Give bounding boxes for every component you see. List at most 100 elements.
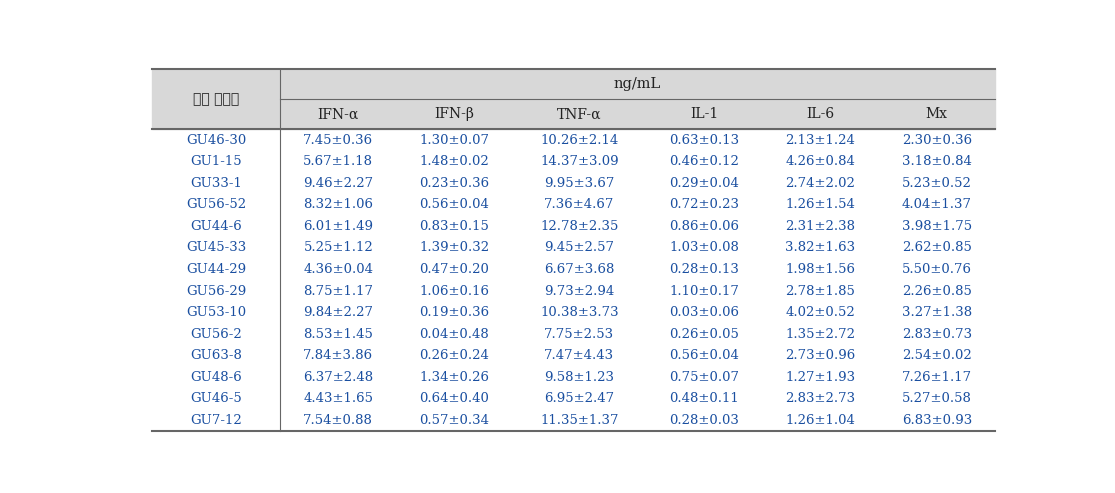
Text: 4.02±0.52: 4.02±0.52: [786, 306, 855, 319]
Text: 1.26±1.04: 1.26±1.04: [786, 414, 855, 427]
Text: 6.67±3.68: 6.67±3.68: [544, 263, 614, 276]
Text: 0.04±0.48: 0.04±0.48: [419, 328, 489, 341]
Text: 4.04±1.37: 4.04±1.37: [902, 198, 972, 211]
Text: 7.75±2.53: 7.75±2.53: [544, 328, 614, 341]
Text: 5.23±0.52: 5.23±0.52: [902, 177, 971, 190]
Text: 8.75±1.17: 8.75±1.17: [303, 284, 374, 298]
Text: Mx: Mx: [925, 107, 948, 121]
Text: 5.67±1.18: 5.67±1.18: [303, 155, 374, 168]
Text: 2.30±0.36: 2.30±0.36: [902, 134, 972, 146]
Text: 1.27±1.93: 1.27±1.93: [785, 371, 855, 384]
Text: 0.57±0.34: 0.57±0.34: [419, 414, 489, 427]
Text: 4.36±0.04: 4.36±0.04: [303, 263, 374, 276]
Text: 0.47±0.20: 0.47±0.20: [419, 263, 489, 276]
Text: 3.27±1.38: 3.27±1.38: [902, 306, 972, 319]
Text: 8.53±1.45: 8.53±1.45: [303, 328, 374, 341]
Text: 2.83±0.73: 2.83±0.73: [902, 328, 972, 341]
Text: 0.03±0.06: 0.03±0.06: [669, 306, 739, 319]
Text: 3.82±1.63: 3.82±1.63: [785, 242, 855, 254]
Text: 12.78±2.35: 12.78±2.35: [541, 220, 619, 233]
Text: GU1-15: GU1-15: [191, 155, 242, 168]
Text: 10.26±2.14: 10.26±2.14: [541, 134, 619, 146]
Text: 2.74±2.02: 2.74±2.02: [786, 177, 855, 190]
Text: 1.06±0.16: 1.06±0.16: [419, 284, 489, 298]
Text: 2.13±1.24: 2.13±1.24: [786, 134, 855, 146]
Text: 2.83±2.73: 2.83±2.73: [785, 392, 855, 405]
Text: GU7-12: GU7-12: [191, 414, 242, 427]
Text: GU56-29: GU56-29: [186, 284, 246, 298]
Text: GU44-29: GU44-29: [186, 263, 246, 276]
Text: 6.37±2.48: 6.37±2.48: [303, 371, 374, 384]
Text: 7.54±0.88: 7.54±0.88: [303, 414, 374, 427]
Text: IFN-β: IFN-β: [435, 107, 474, 121]
Text: 분리 유산균: 분리 유산균: [193, 92, 240, 106]
Text: 7.47±4.43: 7.47±4.43: [544, 349, 614, 362]
Text: 9.73±2.94: 9.73±2.94: [544, 284, 614, 298]
Text: GU45-33: GU45-33: [186, 242, 246, 254]
Text: 0.28±0.13: 0.28±0.13: [669, 263, 739, 276]
Text: 1.48±0.02: 1.48±0.02: [419, 155, 489, 168]
Text: 1.39±0.32: 1.39±0.32: [419, 242, 489, 254]
Text: 9.95±3.67: 9.95±3.67: [544, 177, 614, 190]
Text: IL-6: IL-6: [806, 107, 835, 121]
Text: 0.48±0.11: 0.48±0.11: [669, 392, 739, 405]
Text: 0.56±0.04: 0.56±0.04: [669, 349, 739, 362]
Text: 0.64±0.40: 0.64±0.40: [419, 392, 489, 405]
Text: 1.03±0.08: 1.03±0.08: [669, 242, 739, 254]
Text: 1.35±2.72: 1.35±2.72: [786, 328, 855, 341]
Text: 6.01±1.49: 6.01±1.49: [303, 220, 374, 233]
Text: IFN-α: IFN-α: [318, 107, 359, 121]
Text: 5.50±0.76: 5.50±0.76: [902, 263, 972, 276]
Text: GU56-2: GU56-2: [191, 328, 242, 341]
Text: IL-1: IL-1: [690, 107, 718, 121]
Text: 1.26±1.54: 1.26±1.54: [786, 198, 855, 211]
Text: 7.26±1.17: 7.26±1.17: [902, 371, 972, 384]
Text: 1.34±0.26: 1.34±0.26: [419, 371, 489, 384]
Text: 0.86±0.06: 0.86±0.06: [669, 220, 739, 233]
Text: GU63-8: GU63-8: [191, 349, 242, 362]
Text: 0.26±0.24: 0.26±0.24: [419, 349, 489, 362]
Text: 5.25±1.12: 5.25±1.12: [303, 242, 374, 254]
Text: 0.56±0.04: 0.56±0.04: [419, 198, 489, 211]
Text: 2.54±0.02: 2.54±0.02: [902, 349, 971, 362]
Text: GU33-1: GU33-1: [191, 177, 242, 190]
Text: 1.98±1.56: 1.98±1.56: [786, 263, 855, 276]
Text: 1.30±0.07: 1.30±0.07: [419, 134, 489, 146]
Text: 9.45±2.57: 9.45±2.57: [544, 242, 614, 254]
Text: 3.18±0.84: 3.18±0.84: [902, 155, 971, 168]
Text: 2.73±0.96: 2.73±0.96: [785, 349, 855, 362]
Text: GU44-6: GU44-6: [191, 220, 242, 233]
Text: GU53-10: GU53-10: [186, 306, 246, 319]
Text: 6.83±0.93: 6.83±0.93: [902, 414, 972, 427]
Text: 5.27±0.58: 5.27±0.58: [902, 392, 971, 405]
Text: 0.23±0.36: 0.23±0.36: [419, 177, 489, 190]
Text: 1.10±0.17: 1.10±0.17: [669, 284, 739, 298]
Text: 6.95±2.47: 6.95±2.47: [544, 392, 614, 405]
Text: 0.72±0.23: 0.72±0.23: [669, 198, 739, 211]
Text: 14.37±3.09: 14.37±3.09: [540, 155, 619, 168]
Text: 0.83±0.15: 0.83±0.15: [419, 220, 489, 233]
Text: 0.75±0.07: 0.75±0.07: [669, 371, 739, 384]
Text: 2.62±0.85: 2.62±0.85: [902, 242, 971, 254]
Text: 7.36±4.67: 7.36±4.67: [544, 198, 614, 211]
Text: GU46-30: GU46-30: [186, 134, 246, 146]
Text: 9.58±1.23: 9.58±1.23: [544, 371, 614, 384]
Text: 7.84±3.86: 7.84±3.86: [303, 349, 374, 362]
Text: 0.29±0.04: 0.29±0.04: [669, 177, 739, 190]
Text: GU48-6: GU48-6: [191, 371, 242, 384]
Text: 0.46±0.12: 0.46±0.12: [669, 155, 739, 168]
Text: ng/mL: ng/mL: [614, 77, 661, 91]
Text: 7.45±0.36: 7.45±0.36: [303, 134, 374, 146]
Text: GU46-5: GU46-5: [191, 392, 242, 405]
Text: 11.35±1.37: 11.35±1.37: [540, 414, 619, 427]
Text: 0.19±0.36: 0.19±0.36: [419, 306, 489, 319]
Text: 4.26±0.84: 4.26±0.84: [786, 155, 855, 168]
Text: 9.46±2.27: 9.46±2.27: [303, 177, 374, 190]
Text: 2.78±1.85: 2.78±1.85: [786, 284, 855, 298]
Text: 2.31±2.38: 2.31±2.38: [786, 220, 855, 233]
Text: 2.26±0.85: 2.26±0.85: [902, 284, 971, 298]
Text: 9.84±2.27: 9.84±2.27: [303, 306, 374, 319]
Text: 0.26±0.05: 0.26±0.05: [669, 328, 739, 341]
Text: 0.28±0.03: 0.28±0.03: [669, 414, 739, 427]
Text: 8.32±1.06: 8.32±1.06: [303, 198, 374, 211]
